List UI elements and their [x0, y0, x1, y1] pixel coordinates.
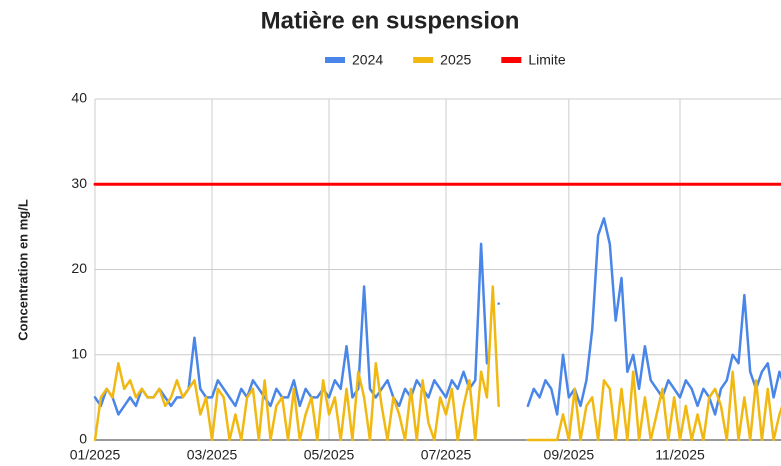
y-tick-label: 0	[79, 431, 87, 447]
chart-title: Matière en suspension	[261, 7, 520, 34]
legend-swatch	[501, 57, 522, 63]
x-tick-label: 11/2025	[655, 447, 705, 463]
x-tick-label: 07/2025	[421, 447, 472, 463]
x-tick-label: 03/2025	[187, 447, 238, 463]
y-tick-label: 30	[71, 175, 87, 191]
y-axis-label: Concentration en mg/L	[15, 199, 30, 341]
legend-label: Limite	[528, 52, 566, 68]
legend-swatch	[413, 57, 434, 63]
legend-label: 2025	[440, 52, 471, 68]
x-tick-label: 09/2025	[544, 447, 595, 463]
line-series	[93, 217, 781, 416]
y-tick-label: 20	[71, 260, 87, 276]
y-tick-label: 10	[71, 345, 87, 361]
x-tick-label: 05/2025	[304, 447, 355, 463]
x-tick-label: 01/2025	[70, 447, 121, 463]
legend-swatch	[325, 57, 345, 63]
legend: 2024 2025 Limite	[325, 52, 566, 68]
legend-label: 2024	[352, 52, 383, 68]
y-tick-label: 40	[71, 90, 87, 106]
line-series	[93, 285, 781, 442]
